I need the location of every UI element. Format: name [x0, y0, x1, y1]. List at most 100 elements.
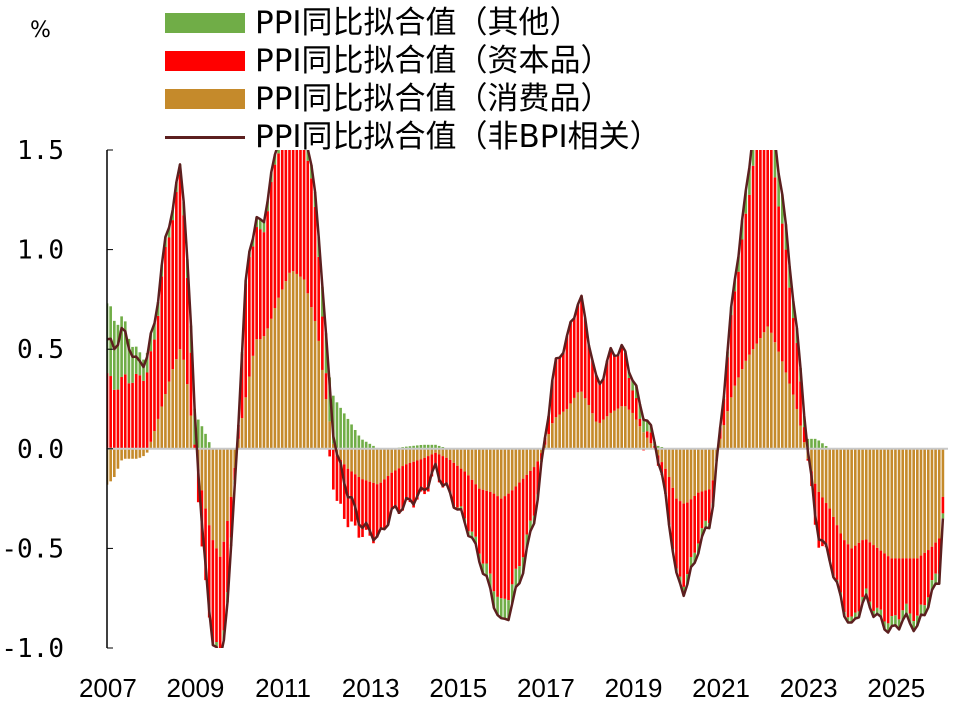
bar-consumer: [350, 448, 353, 472]
bar-capital: [853, 545, 857, 613]
bar-capital: [799, 381, 802, 426]
bar-other: [412, 445, 415, 449]
bar-capital: [299, 150, 302, 277]
legend-item-non-bpi: PPI同比拟合值（非BPI相关）: [165, 118, 661, 156]
bar-consumer: [164, 394, 167, 449]
bar-consumer: [846, 448, 850, 545]
y-tick-label: 0.0: [17, 435, 64, 465]
bar-consumer: [751, 349, 755, 449]
bar-consumer: [499, 448, 503, 499]
bar-capital: [583, 318, 587, 399]
x-tick-label: 2013: [342, 673, 400, 703]
bar-consumer: [675, 448, 678, 499]
bar-consumer: [372, 448, 375, 483]
bar-other: [281, 125, 284, 135]
bar-consumer: [624, 406, 627, 449]
bar-consumer: [886, 448, 890, 557]
bar-capital: [634, 398, 638, 420]
bar-consumer: [850, 448, 853, 549]
bar-consumer: [488, 448, 492, 492]
bar-consumer: [795, 408, 799, 449]
bar-consumer: [901, 448, 905, 559]
bar-capital: [733, 291, 737, 386]
bar-capital: [901, 558, 905, 611]
bar-capital: [923, 552, 926, 606]
bar-capital: [481, 489, 485, 564]
bar-consumer: [700, 448, 704, 492]
bar-capital: [273, 164, 277, 309]
bar-consumer: [437, 448, 441, 455]
bar-consumer: [554, 417, 558, 449]
bar-other: [123, 321, 127, 375]
x-tick-label: 2017: [517, 673, 575, 703]
bar-consumer: [412, 448, 415, 462]
bar-other: [875, 607, 879, 614]
bar-consumer: [704, 448, 707, 491]
bar-consumer: [215, 448, 218, 549]
bar-other: [437, 445, 441, 449]
bar-capital: [255, 227, 258, 340]
bar-capital: [426, 456, 430, 492]
bar-consumer: [295, 273, 299, 449]
bar-capital: [131, 382, 134, 449]
bar-consumer: [456, 448, 459, 466]
bar-consumer: [211, 448, 215, 541]
bar-other: [419, 444, 423, 449]
bar-consumer: [288, 272, 291, 449]
bar-consumer: [299, 276, 302, 449]
bar-other: [364, 441, 368, 449]
bar-consumer: [919, 448, 923, 556]
bar-consumer: [821, 448, 824, 498]
bar-consumer: [766, 326, 769, 449]
bar-capital: [467, 475, 470, 532]
bar-capital: [397, 468, 401, 514]
bar-capital: [689, 499, 693, 557]
bar-capital: [916, 558, 919, 616]
bar-other: [372, 445, 375, 449]
bar-other: [288, 100, 291, 110]
bar-capital: [795, 343, 799, 409]
y-axis-unit: %: [30, 18, 51, 43]
bar-consumer: [941, 448, 945, 497]
bar-other: [525, 534, 529, 548]
bar-other: [912, 621, 915, 632]
bar-other: [850, 616, 853, 623]
bar-other: [285, 106, 288, 116]
bar-consumer: [744, 360, 748, 449]
bar-consumer: [638, 426, 642, 449]
bar-consumer: [649, 443, 653, 449]
bar-capital: [492, 493, 496, 592]
bar-consumer: [240, 418, 244, 449]
bar-other: [916, 615, 919, 626]
bar-consumer: [923, 448, 926, 553]
bar-capital: [229, 496, 233, 538]
bar-consumer: [861, 448, 864, 541]
bar-capital: [894, 558, 897, 616]
bar-capital: [178, 174, 182, 350]
bar-capital: [605, 360, 609, 417]
bar-capital: [784, 249, 788, 373]
bar-capital: [850, 548, 853, 617]
bar-capital: [452, 462, 456, 507]
bar-consumer: [445, 448, 448, 458]
bar-other: [700, 528, 704, 537]
bar-other: [923, 605, 926, 616]
bar-consumer: [605, 416, 609, 449]
bar-consumer: [729, 397, 733, 449]
bar-consumer: [547, 434, 550, 449]
bar-capital: [408, 462, 412, 503]
bar-capital: [835, 525, 839, 580]
bar-capital: [864, 539, 868, 589]
bar-consumer: [835, 448, 839, 526]
bar-consumer: [507, 448, 510, 494]
bar-capital: [171, 220, 175, 370]
bar-consumer: [587, 404, 591, 449]
bar-capital: [496, 496, 499, 597]
bar-other: [507, 600, 510, 621]
bar-capital: [587, 345, 591, 405]
bar-consumer: [503, 448, 507, 497]
bar-consumer: [328, 421, 331, 449]
bar-other: [693, 552, 696, 563]
bar-capital: [824, 503, 828, 548]
